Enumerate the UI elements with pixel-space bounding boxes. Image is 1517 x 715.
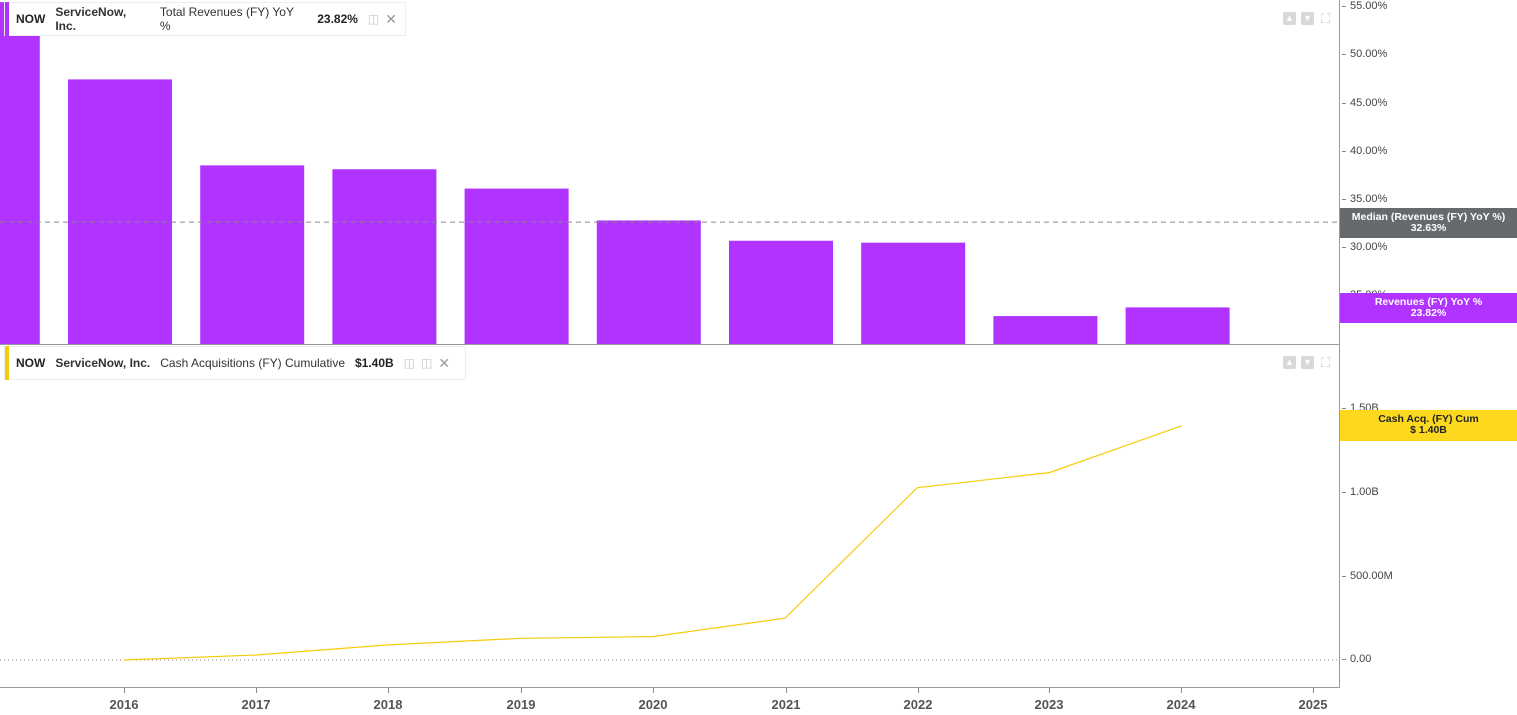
bar [861,242,966,344]
series-line [123,425,1182,661]
x-tick-label: 2025 [1298,697,1328,712]
move-up-icon[interactable]: ▲ [1283,356,1296,369]
legend-metric: Cash Acquisitions (FY) Cumulative [160,356,345,370]
median-tag-value: 32.63% [1410,222,1447,234]
x-tick-mark [786,688,787,693]
bar [1125,307,1230,344]
cash-tag-value: $ 1.40B [1410,424,1447,436]
legend-swatch [5,2,9,36]
legend-value: $1.40B [355,356,394,370]
x-tick-label: 2017 [241,697,271,712]
coin-icon[interactable]: ◫ [403,356,416,370]
cash-acquisitions-pane: NOW ServiceNow, Inc. Cash Acquisitions (… [0,345,1340,687]
bar [0,2,40,344]
x-tick-mark [1313,688,1314,693]
x-tick-mark [521,688,522,693]
y-tick-label: 35.00% [1342,193,1387,205]
x-tick-label: 2021 [771,697,801,712]
y-tick-label: 1.00B [1342,486,1379,498]
legend-company: ServiceNow, Inc. [55,356,151,370]
bar [729,240,833,344]
revenue-legend: NOW ServiceNow, Inc. Total Revenues (FY)… [4,2,406,36]
close-icon[interactable]: ✕ [385,10,397,27]
move-down-icon[interactable]: ▼ [1301,356,1314,369]
revenue-tag-label: Revenues (FY) YoY % [1374,296,1483,308]
bar [200,165,305,344]
revenue-yoy-chart [0,2,1340,344]
cash-legend: NOW ServiceNow, Inc. Cash Acquisitions (… [4,346,466,380]
x-tick-mark [388,688,389,693]
pane-separator[interactable] [0,344,1340,345]
y-tick-label: 500.00M [1342,570,1393,582]
x-tick-label: 2023 [1034,697,1064,712]
x-tick-mark [918,688,919,693]
x-tick-label: 2020 [638,697,668,712]
revenue-tag-value: 23.82% [1410,307,1447,319]
x-tick-mark [1049,688,1050,693]
legend-swatch [5,346,9,380]
x-tick-mark [256,688,257,693]
cash-value-tag: Cash Acq. (FY) Cum $ 1.40B [1340,410,1517,441]
pane-controls: ▲ ▼ ⛶ [1283,356,1332,369]
y-tick-label: 0.00 [1342,653,1371,665]
y-tick-label: 30.00% [1342,241,1387,253]
bar [993,316,1098,344]
y-tick-label: 55.00% [1342,0,1387,12]
legend-metric: Total Revenues (FY) YoY % [159,5,294,33]
x-tick-mark [124,688,125,693]
x-tick-mark [1181,688,1182,693]
move-up-icon[interactable]: ▲ [1283,12,1296,25]
median-tag-label: Median (Revenues (FY) YoY %) [1351,211,1506,223]
x-tick-label: 2018 [373,697,403,712]
pane-controls: ▲ ▼ ⛶ [1283,12,1332,25]
x-tick-label: 2016 [109,697,139,712]
revenue-yoy-pane: NOW ServiceNow, Inc. Total Revenues (FY)… [0,0,1340,344]
bar [68,79,172,344]
maximize-icon[interactable]: ⛶ [1320,355,1331,370]
x-tick-label: 2022 [903,697,933,712]
revenue-value-tag: Revenues (FY) YoY % 23.82% [1340,293,1517,323]
move-down-icon[interactable]: ▼ [1301,12,1314,25]
bar [464,188,569,344]
bank-icon[interactable]: ◫ [421,356,433,370]
legend-ticker: NOW [15,12,46,26]
cash-tag-label: Cash Acq. (FY) Cum [1378,413,1479,425]
close-icon[interactable]: ✕ [438,354,451,371]
y-tick-label: 40.00% [1342,145,1387,157]
bank-icon[interactable]: ◫ [367,12,380,26]
bar [596,220,701,344]
y-tick-label: 50.00% [1342,48,1387,60]
maximize-icon[interactable]: ⛶ [1320,11,1331,26]
legend-value: 23.82% [317,12,358,26]
legend-company: ServiceNow, Inc. [55,5,127,33]
legend-ticker: NOW [16,356,46,370]
x-tick-mark [653,688,654,693]
cash-acquisitions-chart [0,425,1340,661]
x-tick-label: 2024 [1166,697,1196,712]
x-tick-label: 2019 [506,697,536,712]
y-axis-line [1339,0,1340,688]
x-axis-line [0,687,1340,688]
y-tick-label: 45.00% [1342,97,1387,109]
bar [332,169,437,344]
median-value-tag: Median (Revenues (FY) YoY %) 32.63% [1340,208,1517,238]
